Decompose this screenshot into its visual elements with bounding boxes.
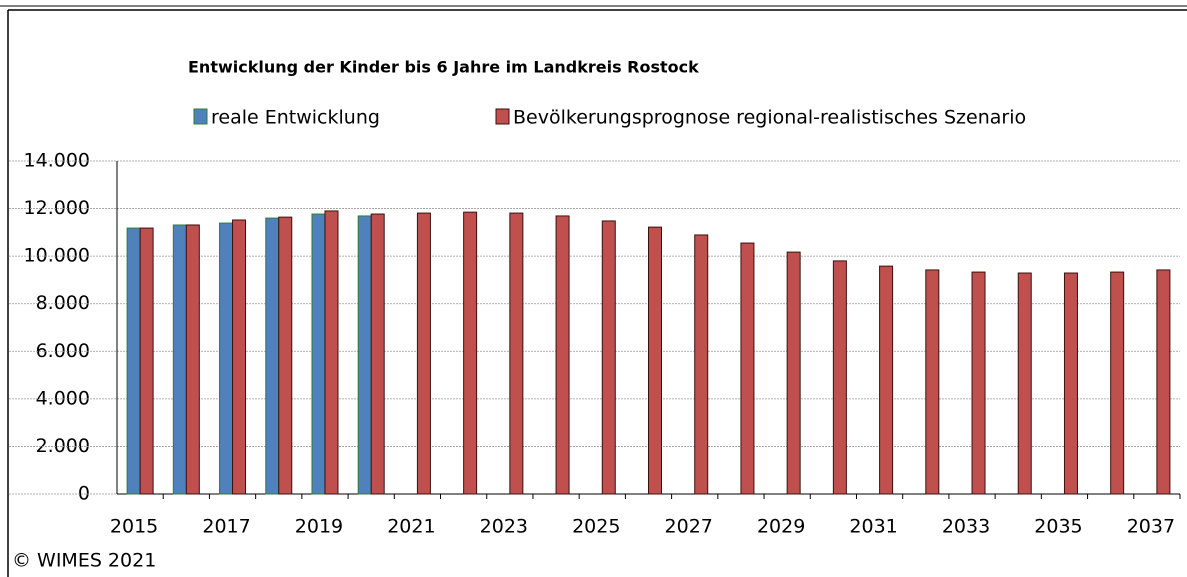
bar [740, 242, 755, 495]
bar [509, 212, 524, 495]
bar [925, 269, 940, 495]
bar [185, 224, 200, 495]
bar [232, 219, 247, 495]
y-tick-label: 8.000 [36, 292, 90, 314]
bar [139, 227, 154, 495]
x-tick-label: 2037 [1127, 516, 1175, 538]
x-tick-label: 2031 [849, 516, 897, 538]
y-tick-label: 2.000 [36, 435, 90, 457]
bar [357, 215, 372, 495]
x-tick-label: 2019 [295, 516, 343, 538]
x-tick-label: 2017 [202, 516, 250, 538]
bar [971, 271, 986, 495]
bar [879, 265, 894, 495]
x-tick-label: 2035 [1034, 516, 1082, 538]
bar [832, 260, 847, 495]
legend-label: Bevölkerungsprognose regional-realistisc… [513, 107, 1026, 129]
bar [265, 217, 280, 495]
bar [463, 211, 478, 495]
y-tick-label: 0 [78, 483, 90, 505]
y-tick-label: 10.000 [24, 245, 90, 267]
y-tick-label: 12.000 [24, 197, 90, 219]
legend-swatch [495, 108, 510, 125]
bar [416, 212, 431, 495]
bar [1017, 272, 1032, 495]
x-tick-label: 2015 [110, 516, 158, 538]
bar [172, 224, 187, 495]
x-tick-label: 2033 [942, 516, 990, 538]
y-tick-label: 14.000 [24, 150, 90, 172]
bar [324, 210, 339, 495]
x-tick-label: 2025 [572, 516, 620, 538]
bar [786, 251, 801, 495]
bar [648, 226, 662, 495]
bar [278, 216, 293, 495]
bar [311, 213, 326, 495]
bar [555, 215, 570, 495]
y-tick-label: 4.000 [36, 387, 90, 409]
bar [694, 234, 709, 495]
legend-label: reale Entwicklung [211, 107, 380, 129]
bar [126, 227, 141, 495]
x-tick-label: 2021 [387, 516, 435, 538]
y-tick-label: 6.000 [36, 340, 90, 362]
bar [1156, 269, 1171, 495]
x-tick-label: 2027 [665, 516, 713, 538]
chart-title: Entwicklung der Kinder bis 6 Jahre im La… [188, 58, 699, 77]
bar [219, 222, 234, 495]
bar [1110, 271, 1125, 495]
legend-swatch [193, 108, 208, 125]
x-tick-label: 2029 [757, 516, 805, 538]
x-tick-label: 2023 [480, 516, 528, 538]
bar [370, 213, 385, 495]
bar [601, 220, 616, 495]
source: © WIMES 2021 [12, 550, 156, 572]
bar [1063, 272, 1078, 495]
